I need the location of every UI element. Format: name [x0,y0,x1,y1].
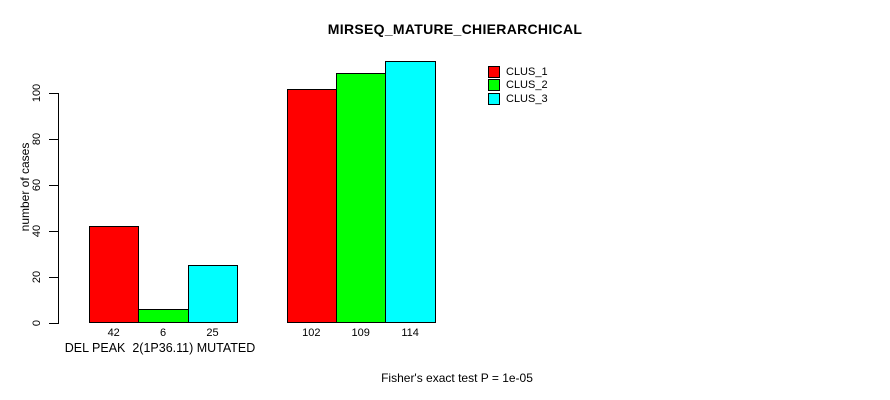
y-axis-tick [49,93,58,95]
legend-item-clus-1: CLUS_1 [488,65,548,79]
legend-item-label: CLUS_3 [506,92,548,105]
y-axis-tick [49,185,58,187]
legend-color-swatch [488,65,500,78]
legend-item-clus-2: CLUS_2 [488,79,548,93]
bar-clus-3-group-2 [385,61,436,323]
y-axis-tick-label: 80 [31,133,43,146]
y-axis-tick-label: 20 [31,270,43,283]
bar-clus-1-group-2 [286,88,337,323]
bar-clus-2-group-2 [336,72,387,323]
y-axis-tick-label: 60 [31,178,43,192]
x-group-label: DEL PEAK 2(1P36.11) MUTATED [64,341,256,355]
chart-title: MIRSEQ_MATURE_CHIERARCHICAL [327,21,583,37]
bar-value-label: 42 [107,326,120,339]
y-axis-label: number of cases [18,142,32,232]
legend: CLUS_1 CLUS_2 CLUS_3 [488,65,548,106]
y-axis-tick-label: 40 [31,224,43,238]
y-axis-tick [49,276,58,278]
legend-item-label: CLUS_1 [506,65,548,78]
bar-clus-2-group-1 [138,308,189,323]
y-axis-line [58,93,59,324]
y-axis-tick [49,230,58,232]
legend-item-clus-3: CLUS_3 [488,92,548,106]
y-axis-tick [49,322,58,324]
bar-value-label: 102 [302,326,321,339]
bar-value-label: 25 [206,326,219,339]
bar-clus-3-group-1 [187,265,239,323]
footnote-text: Fisher's exact test P = 1e-05 [381,371,533,385]
bar-value-label: 114 [401,326,419,339]
legend-item-label: CLUS_2 [506,79,548,92]
bar-value-label: 109 [351,326,370,339]
bar-clus-1-group-1 [89,226,140,323]
y-axis-tick [49,139,58,141]
y-axis-tick-label: 100 [31,84,43,103]
bar-value-label: 6 [160,326,167,339]
legend-color-swatch [488,92,500,105]
legend-color-swatch [488,79,500,92]
y-axis-tick-label: 0 [31,319,43,326]
